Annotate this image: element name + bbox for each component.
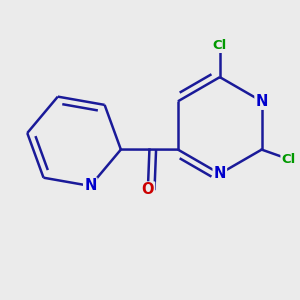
Text: Cl: Cl bbox=[213, 39, 227, 52]
Text: N: N bbox=[214, 166, 226, 181]
Text: O: O bbox=[142, 182, 154, 197]
Text: N: N bbox=[256, 94, 268, 109]
Text: Cl: Cl bbox=[281, 153, 296, 166]
Text: N: N bbox=[84, 178, 97, 194]
